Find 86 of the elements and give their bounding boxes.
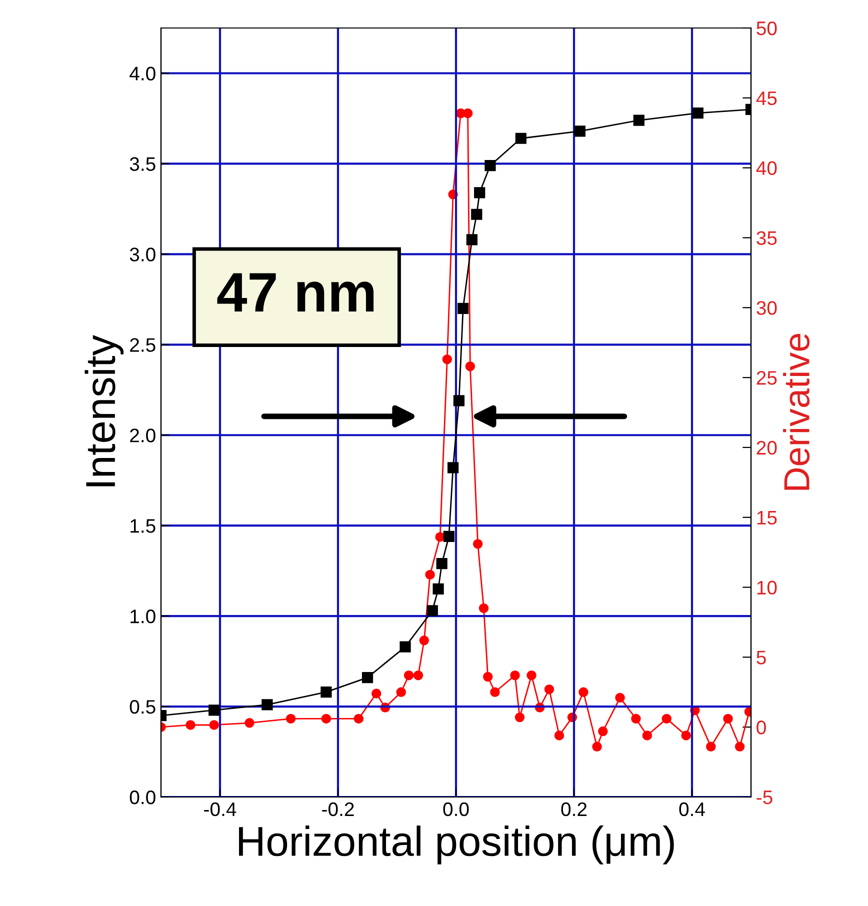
point — [244, 718, 254, 728]
point — [706, 742, 716, 752]
point — [462, 108, 473, 118]
point — [371, 688, 382, 698]
y-tick-label: 4.0 — [130, 66, 156, 80]
point — [490, 687, 500, 697]
point — [474, 187, 486, 198]
point — [526, 670, 536, 680]
x-tick-label: 0.4 — [679, 802, 705, 816]
y2-tick-label: 40 — [756, 161, 777, 176]
point — [425, 570, 435, 580]
y-axis-title: Intensity — [84, 334, 124, 486]
point — [400, 641, 411, 652]
point — [435, 532, 445, 542]
point — [442, 354, 452, 364]
point — [734, 742, 745, 752]
point — [426, 605, 438, 616]
y2-tick-label: 45 — [756, 92, 777, 106]
y-tick-label: 1.0 — [130, 610, 156, 624]
point — [681, 730, 691, 740]
point — [692, 107, 704, 119]
point — [432, 583, 444, 594]
point — [208, 704, 220, 716]
point — [642, 730, 652, 740]
point — [633, 114, 644, 126]
point — [262, 699, 273, 710]
y-tick-label: 1.5 — [130, 519, 156, 533]
annotation: 47 nm — [217, 273, 374, 312]
point — [465, 362, 476, 372]
point — [598, 726, 608, 736]
point — [404, 670, 414, 680]
y2-tick-label: 35 — [756, 231, 777, 245]
x-tick-label: -0.2 — [322, 802, 354, 816]
point — [186, 720, 196, 730]
y2-tick-label: 20 — [756, 440, 777, 455]
y2-tick-label: 30 — [756, 301, 777, 315]
point — [209, 720, 219, 730]
x-axis-title: Horizontal position (μm) — [239, 826, 674, 864]
y2-axis-title: Derivative — [783, 334, 810, 490]
y-tick-label: 0.5 — [130, 700, 156, 714]
y2-tick-label: 5 — [756, 650, 766, 664]
y-tick-label: 2.5 — [130, 338, 156, 352]
y2-tick-label: 50 — [756, 21, 777, 36]
point — [320, 686, 332, 698]
point — [592, 742, 602, 752]
point — [286, 714, 296, 724]
point — [578, 687, 588, 697]
y2-tick-label: -5 — [756, 790, 772, 804]
point — [631, 714, 641, 724]
point — [458, 302, 469, 314]
point — [615, 692, 625, 703]
point — [436, 558, 448, 570]
point — [662, 714, 672, 724]
y-tick-label: 0.0 — [130, 790, 156, 804]
point — [413, 670, 424, 680]
y-tick-label: 2.0 — [130, 428, 156, 442]
point — [443, 530, 454, 542]
x-tick-label: 0.2 — [561, 802, 587, 816]
point — [544, 684, 554, 694]
point — [554, 730, 564, 740]
point — [472, 539, 483, 549]
point — [510, 670, 520, 680]
point — [354, 714, 364, 724]
point — [396, 687, 406, 697]
y2-tick-label: 25 — [756, 371, 777, 385]
point — [478, 603, 489, 614]
y2-tick-label: 10 — [757, 580, 777, 595]
y-tick-label: 3.5 — [130, 157, 156, 171]
point — [484, 160, 496, 172]
y2-tick-label: 0 — [756, 720, 766, 734]
point — [471, 208, 482, 220]
point — [321, 714, 332, 724]
point — [447, 462, 459, 474]
y2-tick-label: 15 — [757, 511, 777, 525]
y-tick-label: 3.0 — [130, 248, 156, 262]
point — [419, 636, 429, 646]
point — [574, 126, 586, 137]
point — [362, 672, 374, 684]
point — [514, 712, 525, 722]
point — [515, 132, 526, 144]
point — [453, 395, 465, 406]
x-tick-label: 0.0 — [443, 802, 469, 816]
point — [723, 714, 733, 724]
point — [483, 672, 493, 682]
point — [466, 234, 478, 246]
x-tick-label: -0.4 — [204, 802, 236, 816]
